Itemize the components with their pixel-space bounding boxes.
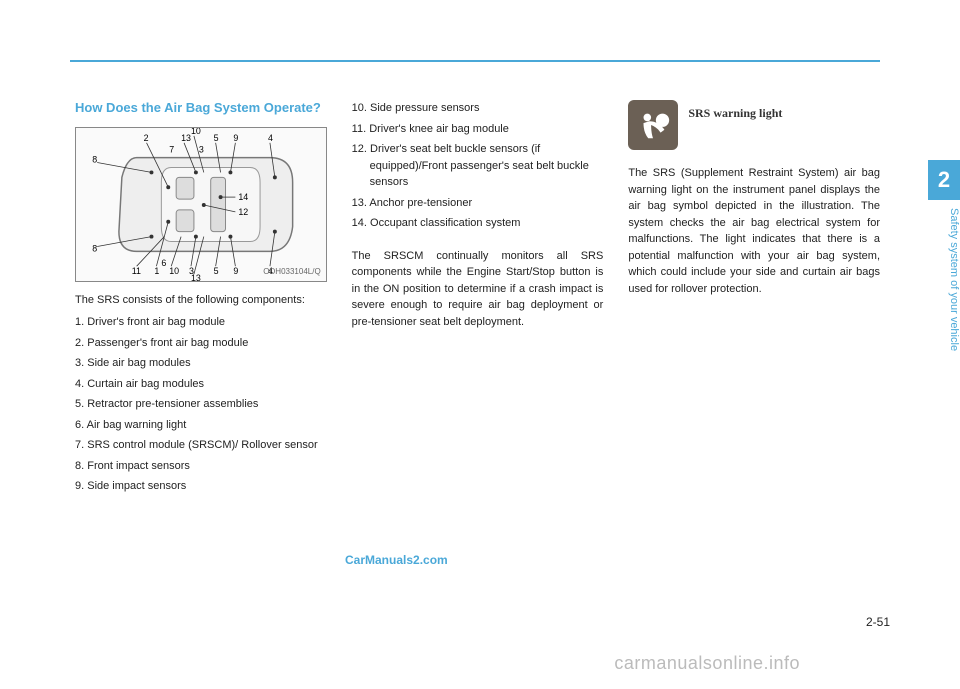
svg-text:7: 7 bbox=[169, 145, 174, 155]
page-number: 2-51 bbox=[866, 615, 890, 629]
top-rule bbox=[70, 60, 880, 62]
list-item: 3. Side air bag modules bbox=[75, 355, 327, 372]
svg-text:8: 8 bbox=[92, 154, 97, 164]
list-item: 2. Passenger's front air bag module bbox=[75, 335, 327, 352]
list-item: 4. Curtain air bag modules bbox=[75, 376, 327, 393]
svg-text:5: 5 bbox=[214, 133, 219, 143]
svg-text:9: 9 bbox=[233, 133, 238, 143]
list-item: 1. Driver's front air bag module bbox=[75, 314, 327, 331]
intro-text: The SRS consists of the following compon… bbox=[75, 292, 327, 309]
section-heading: How Does the Air Bag System Operate? bbox=[75, 100, 327, 117]
svg-text:9: 9 bbox=[233, 266, 238, 276]
svg-text:6: 6 bbox=[161, 258, 166, 268]
srs-paragraph: The SRS (Supplement Restraint System) ai… bbox=[628, 165, 880, 297]
watermark-carmanualsonline: carmanualsonline.info bbox=[614, 653, 800, 674]
column-2: 10. Side pressure sensors 11. Driver's k… bbox=[352, 100, 604, 499]
srscm-paragraph: The SRSCM continually monitors all SRS c… bbox=[352, 248, 604, 331]
svg-text:1: 1 bbox=[154, 266, 159, 276]
diagram-code: ODH033104L/Q bbox=[263, 266, 320, 278]
list-item: 12. Driver's seat belt buckle sensors (i… bbox=[352, 141, 604, 191]
svg-text:2: 2 bbox=[144, 133, 149, 143]
side-tab: 2 Safety system of your vehicle bbox=[928, 160, 960, 460]
chapter-title: Safety system of your vehicle bbox=[928, 200, 960, 351]
car-top-view-svg: 8 8 2 7 13 10 3 5 9 4 11 1 6 10 3 13 5 9… bbox=[76, 128, 326, 281]
svg-text:8: 8 bbox=[92, 243, 97, 253]
warning-title: SRS warning light bbox=[688, 100, 782, 122]
svg-text:10: 10 bbox=[191, 128, 201, 136]
list-item: 7. SRS control module (SRSCM)/ Rollover … bbox=[75, 437, 327, 454]
list-item: 14. Occupant classification system bbox=[352, 215, 604, 232]
svg-text:5: 5 bbox=[214, 266, 219, 276]
svg-text:13: 13 bbox=[181, 133, 191, 143]
warning-block: SRS warning light bbox=[628, 100, 880, 150]
svg-text:12: 12 bbox=[238, 207, 248, 217]
list-item: 5. Retractor pre-tensioner assemblies bbox=[75, 396, 327, 413]
chapter-number: 2 bbox=[928, 160, 960, 200]
svg-text:11: 11 bbox=[132, 266, 141, 276]
list-item: 9. Side impact sensors bbox=[75, 478, 327, 495]
content-columns: How Does the Air Bag System Operate? bbox=[75, 100, 880, 499]
watermark-carmanuals2: CarManuals2.com bbox=[345, 553, 448, 567]
svg-text:3: 3 bbox=[199, 145, 204, 155]
list-item: 10. Side pressure sensors bbox=[352, 100, 604, 117]
svg-text:4: 4 bbox=[268, 133, 273, 143]
column-3: SRS warning light The SRS (Supplement Re… bbox=[628, 100, 880, 499]
svg-text:10: 10 bbox=[169, 266, 179, 276]
airbag-warning-icon bbox=[628, 100, 678, 150]
list-item: 13. Anchor pre-tensioner bbox=[352, 195, 604, 212]
column-1: How Does the Air Bag System Operate? bbox=[75, 100, 327, 499]
airbag-diagram: 8 8 2 7 13 10 3 5 9 4 11 1 6 10 3 13 5 9… bbox=[75, 127, 327, 282]
svg-text:13: 13 bbox=[191, 273, 201, 281]
list-item: 11. Driver's knee air bag module bbox=[352, 121, 604, 138]
svg-text:14: 14 bbox=[238, 192, 248, 202]
list-item: 8. Front impact sensors bbox=[75, 458, 327, 475]
list-item: 6. Air bag warning light bbox=[75, 417, 327, 434]
